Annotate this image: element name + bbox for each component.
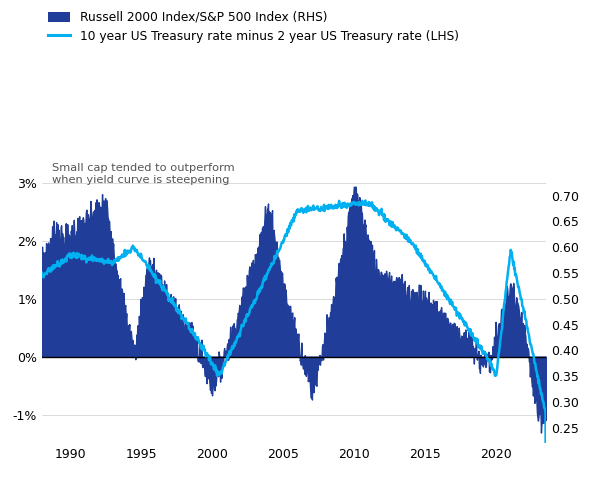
Text: Small cap tended to outperform
when yield curve is steepening: Small cap tended to outperform when yiel… bbox=[52, 163, 235, 185]
Legend: Russell 2000 Index/S&P 500 Index (RHS), 10 year US Treasury rate minus 2 year US: Russell 2000 Index/S&P 500 Index (RHS), … bbox=[48, 11, 459, 43]
